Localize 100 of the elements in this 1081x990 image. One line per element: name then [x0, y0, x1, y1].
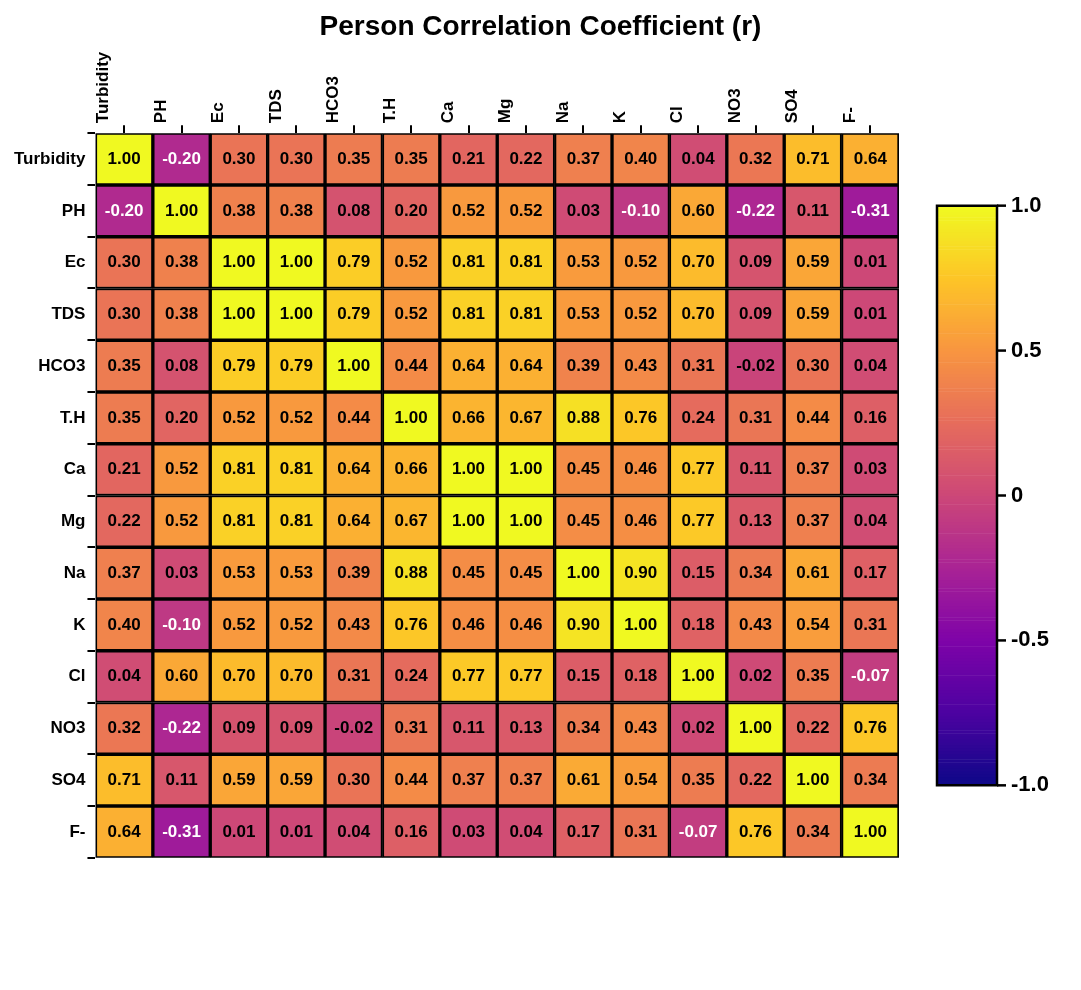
data-label: 0.90 — [566, 614, 600, 634]
data-label: 1.00 — [566, 562, 600, 582]
y-tick-label: Cl — [68, 666, 86, 686]
data-label: -0.10 — [621, 200, 661, 220]
data-label: 1.00 — [165, 200, 199, 220]
data-label: 0.13 — [509, 718, 543, 738]
data-label: 0.04 — [853, 355, 888, 375]
data-label: 0.01 — [853, 304, 887, 324]
data-label: 0.11 — [739, 459, 772, 479]
color-bar-label: 0 — [1011, 481, 1024, 507]
data-label: 0.43 — [337, 614, 371, 634]
data-label: 0.01 — [853, 252, 887, 272]
data-label: 0.52 — [165, 511, 199, 531]
data-label: 0.43 — [624, 355, 658, 375]
data-label: 0.76 — [394, 614, 428, 634]
data-label: 0.24 — [681, 407, 716, 427]
data-label: 0.81 — [222, 459, 256, 479]
data-label: 0.76 — [853, 718, 887, 738]
data-label: 0.64 — [451, 355, 486, 375]
y-tick-label: Ec — [64, 252, 86, 272]
data-label: 0.54 — [624, 769, 658, 789]
data-label: 0.46 — [451, 614, 486, 634]
data-label: 0.52 — [222, 407, 256, 427]
data-label: 0.15 — [566, 666, 600, 686]
data-label: 1.00 — [337, 355, 371, 375]
data-label: 1.00 — [853, 821, 887, 841]
data-label: 0.35 — [107, 407, 141, 427]
data-label: 0.44 — [796, 407, 830, 427]
data-label: 0.22 — [509, 148, 543, 168]
data-label: 0.52 — [165, 459, 199, 479]
data-label: 1.00 — [107, 148, 141, 168]
data-label: 0.64 — [853, 148, 888, 168]
x-tick-label: PH — [150, 99, 170, 124]
x-tick-label: F- — [839, 107, 859, 124]
data-label: -0.20 — [104, 200, 144, 220]
data-label: 0.70 — [279, 666, 313, 686]
data-label: 0.03 — [451, 821, 486, 841]
data-label: 0.43 — [738, 614, 773, 634]
y-tick-label: PH — [61, 200, 86, 220]
color-bar-label: -0.5 — [1011, 626, 1049, 652]
data-label: 0.35 — [796, 666, 830, 686]
data-label: 0.38 — [222, 200, 256, 220]
data-label: 0.32 — [738, 148, 773, 168]
data-label: 0.30 — [222, 148, 256, 168]
data-label: 0.13 — [738, 511, 773, 531]
data-label: -0.22 — [162, 718, 201, 738]
data-label: 1.00 — [509, 459, 543, 479]
data-label: 0.53 — [566, 252, 600, 272]
chart-title: Person Correlation Coefficient (r) — [319, 9, 762, 41]
data-label: 1.00 — [796, 769, 830, 789]
data-label: 0.70 — [681, 252, 715, 272]
data-label: 0.76 — [624, 407, 658, 427]
x-tick-label: T.H — [380, 97, 400, 124]
y-tick-label: Na — [63, 562, 86, 582]
data-label: 0.16 — [853, 407, 887, 427]
data-label: 0.45 — [566, 511, 600, 531]
data-label: 0.35 — [394, 148, 428, 168]
data-label: 0.52 — [451, 200, 486, 220]
data-label: 0.52 — [624, 304, 658, 324]
data-label: 0.88 — [566, 407, 600, 427]
x-tick-label: Mg — [495, 98, 515, 124]
data-label: 0.16 — [394, 821, 428, 841]
data-label: 0.08 — [165, 355, 199, 375]
color-bar-label: 1.0 — [1011, 191, 1042, 217]
data-label: 0.77 — [681, 511, 715, 531]
data-label: 1.00 — [624, 614, 658, 634]
y-tick-label: SO4 — [51, 769, 86, 789]
data-label: 0.44 — [394, 769, 429, 789]
data-label: 0.17 — [853, 562, 887, 582]
data-label: 0.46 — [624, 459, 658, 479]
data-label: 0.31 — [681, 355, 715, 375]
data-label: 0.64 — [337, 511, 371, 531]
data-label: 0.31 — [337, 666, 371, 686]
data-label: 0.30 — [107, 252, 141, 272]
data-label: 0.40 — [624, 148, 658, 168]
data-label: 0.81 — [509, 252, 543, 272]
data-label: 0.66 — [451, 407, 486, 427]
y-tick-label: TDS — [51, 304, 86, 324]
data-label: 0.66 — [394, 459, 428, 479]
data-label: -0.10 — [162, 614, 201, 634]
data-label: 0.60 — [681, 200, 715, 220]
color-bar-label: -1.0 — [1011, 771, 1049, 797]
data-label: 0.46 — [624, 511, 658, 531]
data-label: 0.22 — [796, 718, 830, 738]
data-label: 0.64 — [337, 459, 371, 479]
data-label: 0.61 — [796, 562, 830, 582]
data-label: 0.39 — [566, 355, 600, 375]
data-label: 0.52 — [279, 407, 313, 427]
data-label: 0.34 — [566, 718, 601, 738]
data-label: 0.81 — [451, 252, 486, 272]
data-label: 1.00 — [279, 304, 313, 324]
data-label: 0.38 — [279, 200, 313, 220]
data-label: 0.03 — [566, 200, 600, 220]
x-tick-label: Ec — [208, 102, 228, 124]
data-label: 0.38 — [165, 304, 199, 324]
data-label: 0.45 — [566, 459, 600, 479]
data-label: 0.52 — [222, 614, 256, 634]
data-label: 0.31 — [738, 407, 773, 427]
data-label: 1.00 — [738, 718, 773, 738]
color-bar-label: 0.5 — [1011, 336, 1042, 362]
